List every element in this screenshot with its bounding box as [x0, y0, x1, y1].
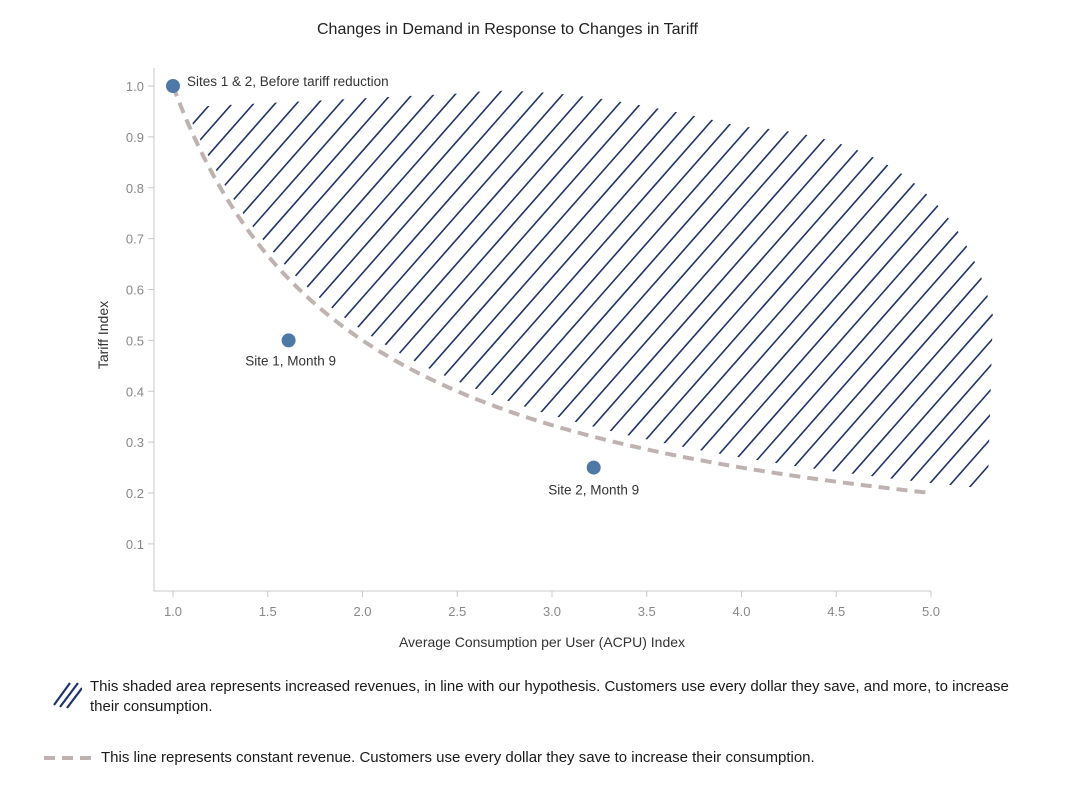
hatch-line: [0, 60, 185, 560]
hatch-line: [192, 90, 293, 489]
legend-shaded-area-text: This shaded area represents increased re…: [90, 678, 1009, 715]
data-point: [586, 460, 601, 475]
hatch-line: [192, 90, 379, 489]
hatch-line: [431, 90, 874, 489]
y-tick-label: 0.3: [126, 435, 144, 450]
axes: [153, 68, 931, 592]
hatch-swatch-icon: [53, 682, 82, 709]
y-tick-label: 0.7: [126, 232, 144, 247]
hatch-line: [625, 90, 993, 489]
hatch-line: [281, 90, 723, 489]
hatch-line: [453, 90, 895, 489]
data-point: [166, 79, 180, 93]
y-tick-label: 0.5: [126, 333, 144, 348]
y-axis-label: Tariff Index: [95, 301, 111, 369]
chart-title: Changes in Demand in Response to Changes…: [317, 21, 698, 38]
hatch-line: [1056, 60, 1075, 560]
data-point: [281, 333, 296, 348]
hatch-line: [947, 90, 993, 489]
x-tick-label: 5.0: [922, 604, 940, 619]
hatch-line: [324, 90, 766, 489]
shaded-region: [0, 60, 1075, 560]
hatch-line: [192, 90, 551, 489]
hatch-line: [192, 90, 465, 489]
y-tick-label: 0.6: [126, 283, 144, 298]
y-tick-label: 0.2: [126, 486, 144, 501]
hatch-line: [192, 90, 358, 489]
hatch-line: [689, 90, 993, 489]
y-tick-label: 0.1: [126, 537, 144, 552]
constant-revenue-curve: [171, 85, 932, 495]
hatch-line: [818, 90, 993, 489]
hatch-line: [668, 90, 993, 489]
hatch-line: [192, 90, 487, 489]
x-axis-ticks: 1.0 1.5 2.0 2.5 3.0 3.5 4.0 4.5 5.0: [164, 591, 940, 619]
hatch-line: [192, 90, 573, 489]
data-points: Sites 1 & 2, Before tariff reduction Site…: [166, 74, 639, 498]
hatch-line: [192, 90, 594, 489]
hatch-line: [861, 90, 993, 489]
hatch-line: [192, 90, 229, 489]
x-tick-label: 2.5: [448, 604, 466, 619]
hatch-line: [926, 90, 993, 489]
x-axis-label: Average Consumption per User (ACPU) Inde…: [399, 634, 685, 650]
data-point-label: Site 2, Month 9: [548, 483, 639, 498]
hatch-line: [1013, 60, 1075, 560]
hatch-line: [990, 90, 993, 489]
hatch-line: [969, 90, 993, 489]
hatch-line: [775, 90, 993, 489]
data-point-label: Site 1, Month 9: [245, 353, 336, 368]
x-tick-label: 4.5: [827, 604, 845, 619]
hatch-line: [192, 90, 315, 489]
y-tick-label: 0.8: [126, 181, 144, 196]
hatch-line: [0, 60, 142, 560]
hatch-line: [883, 90, 993, 489]
y-tick-label: 1.0: [126, 79, 144, 94]
legend-constant-revenue-text: This line represents constant revenue. C…: [101, 749, 815, 766]
hatch-line: [840, 90, 993, 489]
hatch-line: [192, 90, 444, 489]
hatch-line: [797, 90, 993, 489]
hatch-line: [302, 90, 745, 489]
dashed-line-swatch-icon: [44, 756, 94, 760]
hatch-line: [904, 90, 993, 489]
hatch-line: [192, 90, 336, 489]
x-tick-label: 4.0: [732, 604, 750, 619]
hatch-line: [711, 90, 993, 489]
hatch-line: [603, 90, 993, 489]
x-tick-label: 1.5: [259, 604, 277, 619]
hatch-line: [192, 90, 401, 489]
x-tick-label: 1.0: [164, 604, 182, 619]
hatch-line: [192, 90, 250, 489]
x-tick-label: 3.5: [638, 604, 656, 619]
x-tick-label: 2.0: [353, 604, 371, 619]
hatch-line: [582, 90, 993, 489]
hatch-line: [192, 90, 422, 489]
hatch-line: [1035, 60, 1075, 560]
y-tick-label: 0.4: [126, 384, 144, 399]
y-axis-ticks: 0.1 0.2 0.3 0.4 0.5 0.6 0.7 0.8 0.9 1.0: [126, 79, 154, 552]
data-point-label: Sites 1 & 2, Before tariff reduction: [187, 74, 389, 89]
x-tick-label: 3.0: [543, 604, 561, 619]
y-tick-label: 0.9: [126, 130, 144, 145]
